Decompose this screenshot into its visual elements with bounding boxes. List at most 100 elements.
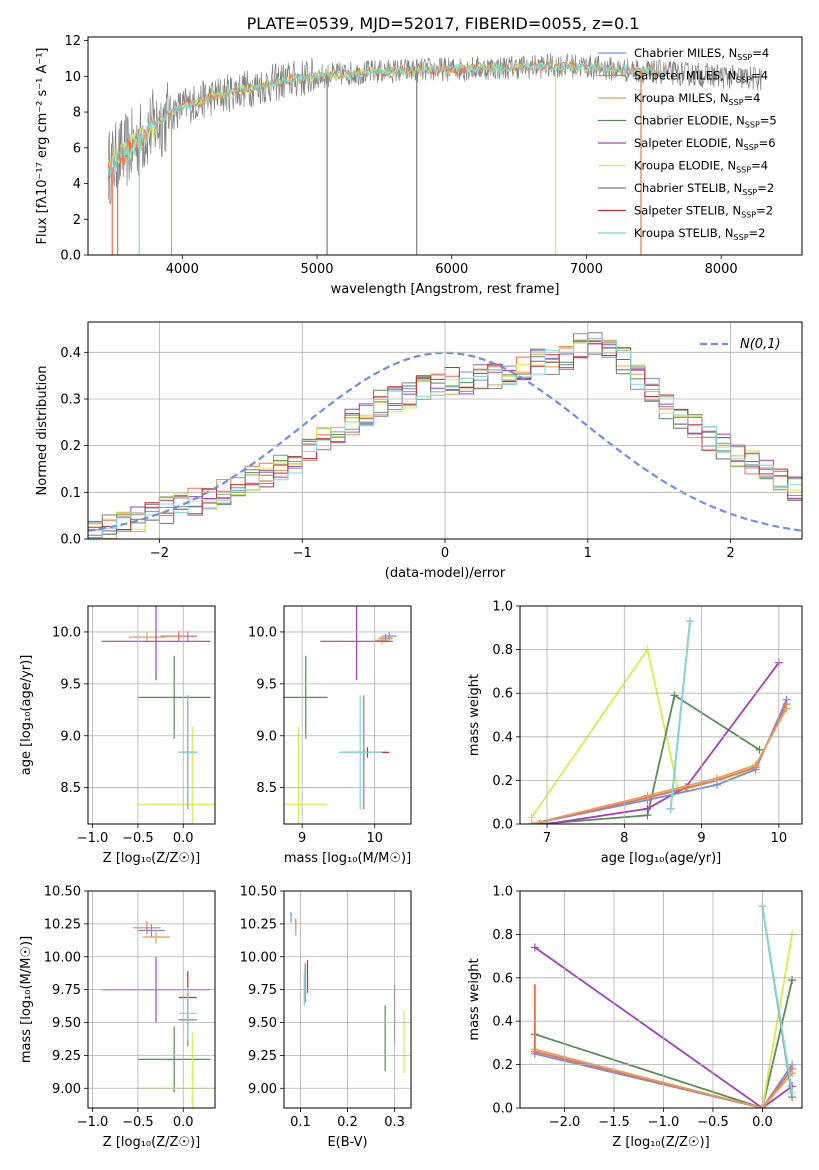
axes-frame (87, 321, 803, 540)
y-tick-label: 8 (73, 106, 81, 121)
x-tick-label: −1.0 (77, 1115, 109, 1130)
series-marker-salpeter_elodie (530, 943, 539, 952)
x-tick-label: −2.0 (549, 1115, 581, 1130)
y-tick-label: 8.5 (256, 781, 277, 796)
plot-area (527, 617, 791, 824)
plot-area (101, 606, 215, 824)
x-tick-label: 9 (298, 831, 306, 846)
legend-subscript: SSP (744, 143, 759, 152)
histogram-step-salpeter_stelib (88, 343, 802, 530)
y-axis-label: mass weight (467, 958, 482, 1040)
chart-mass-weight-vs-z: −2.0 −1.5 −1.0 −0.5 0.0 0.0 0.2 0.4 0.6 0.8 1.0 Z [… (467, 885, 803, 1150)
series-line-salpeter_miles (534, 1050, 793, 1108)
legend-item-label: Chabrier MILES, NSSP=4 (634, 46, 769, 62)
histogram-step-kroupa_miles (88, 338, 802, 539)
spectrum-legend: Chabrier MILES, NSSP=4 Salpeter MILES, NS… (598, 46, 777, 242)
x-tick-label: 7000 (570, 262, 603, 277)
x-axis-label: Z [log₁₀(Z/Z☉)] (103, 851, 200, 866)
series-marker-salpeter_elodie (643, 804, 652, 813)
figure-title: PLATE=0539, MJD=52017, FIBERID=0055, z=0… (247, 14, 640, 33)
series-line-kroupa_miles (534, 1048, 793, 1108)
x-tick-label: −0.5 (122, 1115, 154, 1130)
x-tick-label: 0.0 (173, 1115, 194, 1130)
y-tick-label: 9.0 (60, 729, 81, 744)
series-marker-kroupa_miles (713, 774, 722, 783)
axes-frame (87, 890, 216, 1109)
histogram-legend: N(0,1) (700, 337, 781, 352)
legend-item-label: Salpeter STELIB, NSSP=2 (634, 204, 773, 220)
x-tick-label: 2 (726, 546, 734, 561)
plot-area (101, 921, 215, 1108)
y-tick-label: 10.00 (240, 950, 277, 965)
series-line-kroupa_stelib (669, 621, 691, 809)
y-axis-label: age [log₁₀(age/yr)] (19, 655, 34, 776)
legend-item-label: Kroupa STELIB, NSSP=2 (634, 226, 765, 242)
y-tick-label: 10.00 (44, 950, 81, 965)
legend-count: =4 (751, 159, 768, 173)
legend-item-label: Kroupa ELODIE, NSSP=4 (634, 159, 768, 175)
series-marker-chabrier_elodie (755, 745, 764, 754)
histogram-step-salpeter_elodie (88, 341, 802, 539)
x-axis-label: (data-model)/error (385, 566, 506, 581)
histogram-step-chabrier_stelib (88, 332, 802, 536)
axes-frame (283, 605, 412, 825)
legend-count: =4 (751, 69, 768, 83)
y-axis-label: mass [log₁₀(M/M☉)] (19, 936, 34, 1063)
chart-age-vs-mass: 9 10 8.5 9.0 9.5 10.0 mass [log₁₀(M/M☉)] (248, 605, 412, 866)
series-line-chabrier_elodie (539, 693, 760, 824)
x-tick-label: 4000 (166, 262, 199, 277)
chart-age-vs-z: −1.0 −0.5 0.0 8.5 9.0 9.5 10.0 Z [log₁₀(Z/Z☉)] a… (19, 605, 216, 866)
y-tick-label: 10.0 (52, 625, 81, 640)
histogram-step-chabrier_miles (88, 333, 802, 535)
y-tick-label: 0.0 (492, 1102, 513, 1117)
y-tick-label: 0.3 (60, 393, 81, 408)
y-tick-label: 10.50 (240, 885, 277, 900)
model-spectrum-kroupa_stelib (107, 60, 668, 176)
y-tick-label: 0.4 (60, 346, 81, 361)
y-tick-label: 0.6 (492, 687, 513, 702)
legend-count: =2 (757, 181, 774, 195)
series-line-kroupa_elodie (530, 647, 756, 819)
chart-residual-histogram: −2 −1 0 1 2 0.0 0.1 0.2 0.3 0.4 (data-model)/error… (35, 321, 803, 581)
x-tick-label: −2 (150, 546, 169, 561)
y-tick-label: 0.8 (492, 643, 513, 658)
chart-mass-vs-z: −1.0 −0.5 0.0 9.00 9.25 9.50 9.75 10.00 10.25 10.… (19, 885, 216, 1150)
x-tick-label: −1.0 (77, 831, 109, 846)
series-line-salpeter_elodie (546, 662, 780, 824)
y-tick-label: 0.4 (492, 730, 513, 745)
x-tick-label: −0.5 (122, 831, 154, 846)
x-tick-label: 5000 (300, 262, 333, 277)
x-axis-label: mass [log₁₀(M/M☉)] (284, 851, 411, 866)
y-tick-label: 4 (73, 177, 81, 192)
y-tick-label: 2 (73, 213, 81, 228)
y-tick-label: 0.2 (492, 774, 513, 789)
histogram-step-chabrier_elodie (88, 340, 802, 535)
y-tick-label: 9.5 (256, 677, 277, 692)
legend-subscript: SSP (734, 233, 749, 242)
legend-count: =4 (744, 91, 761, 105)
y-tick-label: 9.50 (248, 1016, 277, 1031)
chart-mass-weight-vs-age: 7 8 9 10 0.0 0.2 0.4 0.6 0.8 1.0 age [log₁₀(age/yr… (467, 600, 803, 866)
y-tick-label: 0.8 (492, 928, 513, 943)
legend-normal-label: N(0,1) (740, 337, 781, 352)
x-tick-label: 1 (584, 546, 592, 561)
x-tick-label: 0.1 (290, 1115, 311, 1130)
y-tick-label: 10.25 (240, 917, 277, 932)
y-tick-label: 0.0 (492, 818, 513, 833)
model-spectrum-kroupa_elodie (107, 59, 668, 170)
x-tick-label: 0.2 (337, 1115, 358, 1130)
axes-frame (519, 605, 803, 825)
legend-count: =5 (760, 114, 777, 128)
y-axis-label: Flux [fλ10⁻¹⁷ erg cm⁻² s⁻¹ A⁻¹] (35, 48, 50, 245)
x-axis-label: E(B-V) (327, 1135, 367, 1150)
series-line-kroupa_stelib (761, 906, 793, 1093)
y-tick-label: 0.0 (60, 533, 81, 548)
legend-item-label: Chabrier STELIB, NSSP=2 (634, 181, 774, 197)
legend-item-label: Chabrier ELODIE, NSSP=5 (634, 114, 777, 130)
x-tick-label: 0 (441, 546, 449, 561)
chart-mass-vs-ebv: 0.1 0.2 0.3 9.00 9.25 9.50 9.75 10.00 10.25 10.50… (240, 885, 412, 1150)
histogram-step-kroupa_stelib (88, 338, 802, 539)
y-tick-label: 9.75 (52, 983, 81, 998)
x-tick-label: −1.5 (598, 1115, 630, 1130)
